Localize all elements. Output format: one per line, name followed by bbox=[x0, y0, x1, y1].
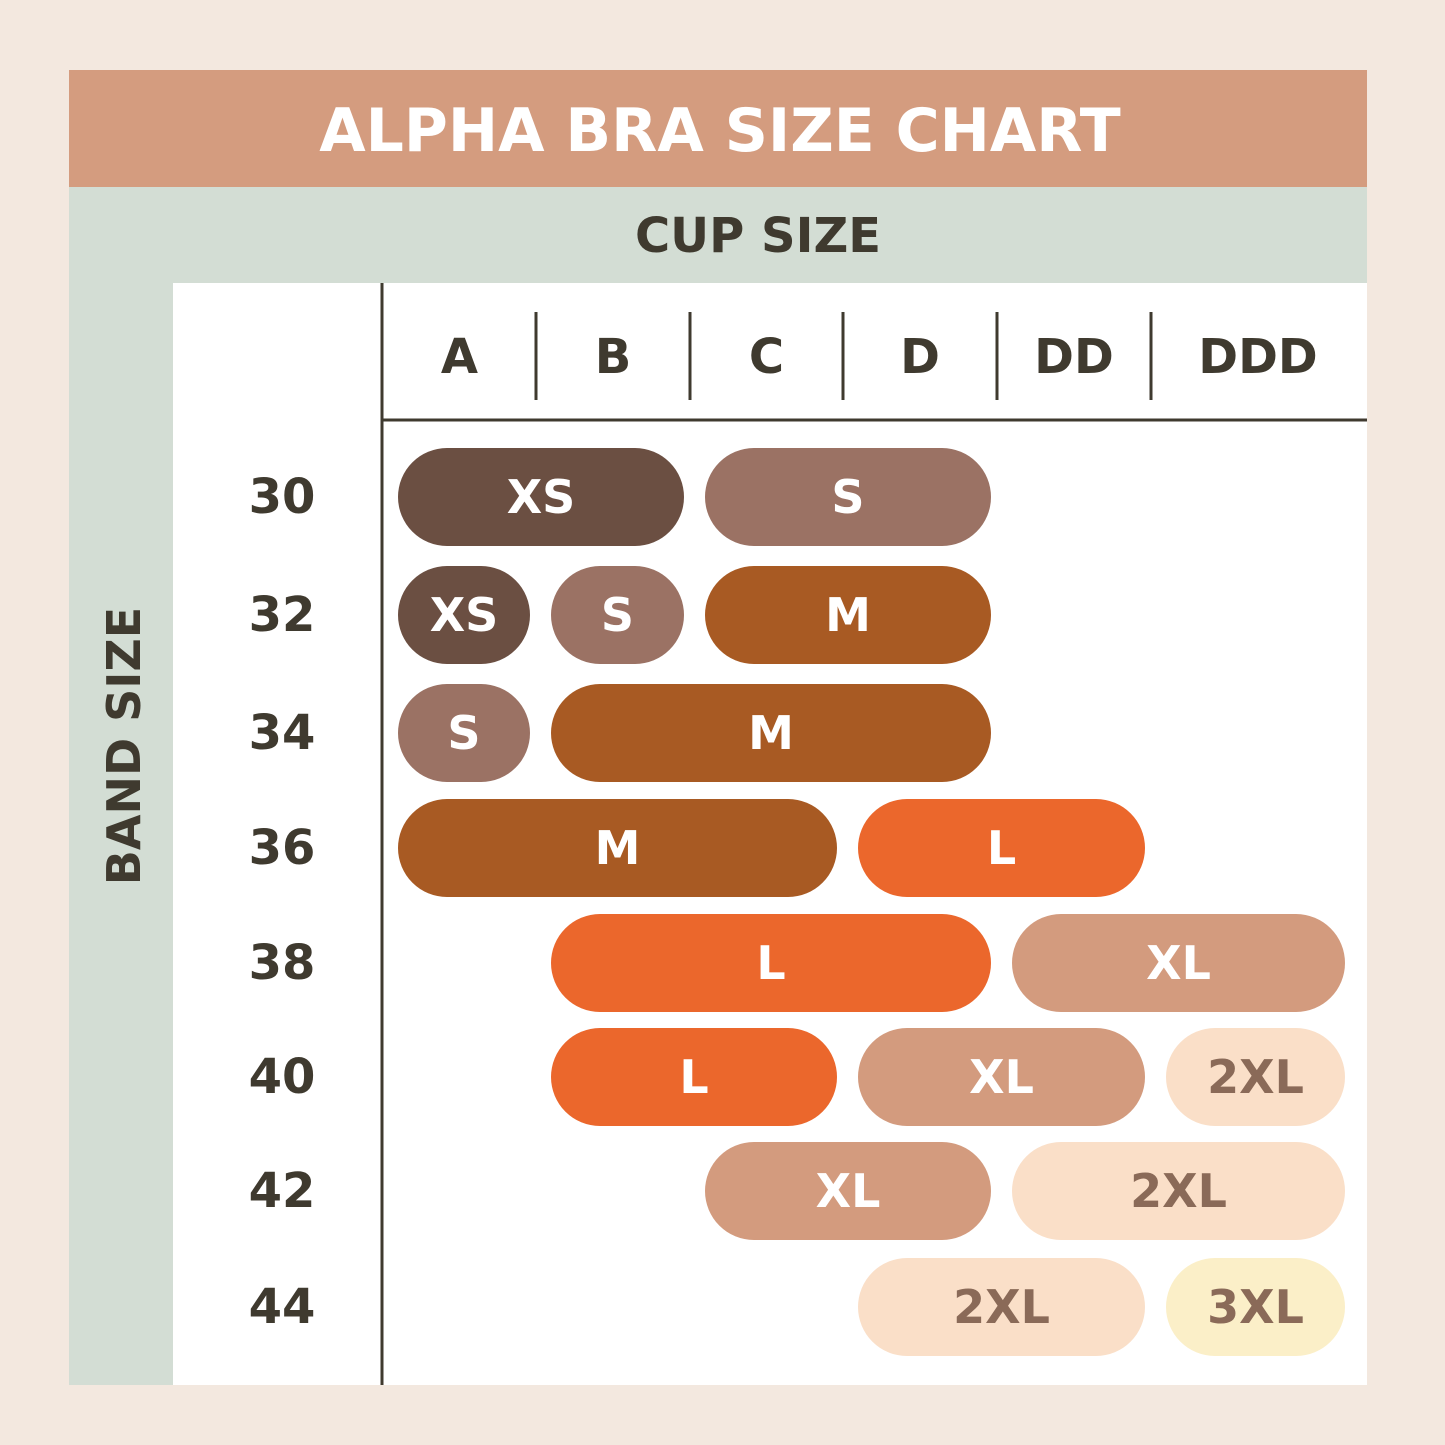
size-pill bbox=[858, 799, 1145, 897]
size-label: 2XL bbox=[1207, 1050, 1304, 1104]
band-label: 30 bbox=[249, 469, 316, 525]
band-label: 34 bbox=[249, 705, 316, 761]
cup-label: C bbox=[749, 329, 784, 385]
cup-heading-bar bbox=[69, 187, 1367, 283]
band-heading: BAND SIZE bbox=[97, 607, 151, 885]
size-pill bbox=[1166, 1028, 1345, 1126]
size-label: S bbox=[601, 588, 634, 642]
band-label: 42 bbox=[249, 1163, 316, 1219]
band-label: 44 bbox=[249, 1279, 316, 1335]
size-label: L bbox=[679, 1050, 708, 1104]
title: ALPHA BRA SIZE CHART bbox=[319, 96, 1121, 166]
size-pill bbox=[705, 448, 991, 546]
size-label: XL bbox=[969, 1050, 1034, 1104]
size-label: XS bbox=[507, 470, 576, 524]
size-pill bbox=[398, 448, 684, 546]
size-label: 2XL bbox=[953, 1280, 1050, 1334]
size-pill bbox=[858, 1258, 1145, 1356]
size-pill bbox=[705, 1142, 991, 1240]
size-label: M bbox=[595, 821, 641, 875]
band-label: 32 bbox=[249, 587, 316, 643]
size-label: M bbox=[748, 706, 794, 760]
band-heading-bar bbox=[69, 283, 173, 1385]
size-label: 3XL bbox=[1207, 1280, 1304, 1334]
size-label: L bbox=[987, 821, 1016, 875]
cup-label: DD bbox=[1034, 329, 1114, 385]
size-label: XS bbox=[430, 588, 499, 642]
cup-heading: CUP SIZE bbox=[635, 208, 881, 264]
cup-label: DDD bbox=[1198, 329, 1318, 385]
size-pill bbox=[1166, 1258, 1345, 1356]
size-pill bbox=[1012, 914, 1345, 1012]
size-label: XL bbox=[1146, 936, 1211, 990]
size-pill bbox=[1012, 1142, 1345, 1240]
size-pill bbox=[858, 1028, 1145, 1126]
title-bar bbox=[69, 70, 1367, 187]
band-label: 38 bbox=[249, 935, 316, 991]
cup-label: D bbox=[900, 329, 940, 385]
size-pill bbox=[398, 684, 530, 782]
size-pill bbox=[398, 799, 837, 897]
size-label: M bbox=[825, 588, 871, 642]
cup-label: A bbox=[441, 329, 478, 385]
size-label: 2XL bbox=[1130, 1164, 1227, 1218]
size-label: S bbox=[447, 706, 480, 760]
band-label: 36 bbox=[249, 820, 316, 876]
cup-label: B bbox=[595, 329, 632, 385]
size-pill bbox=[551, 566, 684, 664]
size-pill bbox=[705, 566, 991, 664]
size-pill bbox=[551, 684, 991, 782]
size-pill bbox=[551, 914, 991, 1012]
size-label: S bbox=[831, 470, 864, 524]
size-label: XL bbox=[816, 1164, 881, 1218]
size-label: L bbox=[756, 936, 785, 990]
size-pill bbox=[398, 566, 530, 664]
size-pill bbox=[551, 1028, 837, 1126]
band-label: 40 bbox=[249, 1049, 316, 1105]
